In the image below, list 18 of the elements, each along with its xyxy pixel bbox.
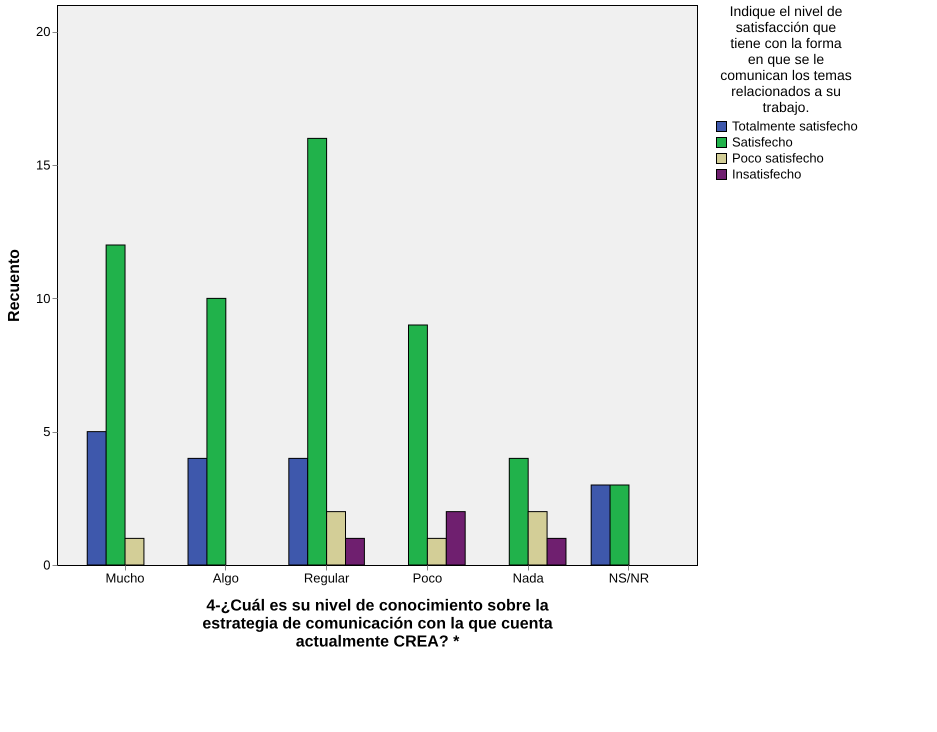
x-tick-label: NS/NR: [608, 570, 650, 586]
y-axis-title: Recuento: [6, 248, 24, 322]
legend-label: Insatisfecho: [732, 166, 802, 182]
x-tick-label: Nada: [512, 570, 544, 586]
y-tick-label: 5: [43, 424, 50, 440]
legend-label: Satisfecho: [732, 134, 793, 150]
x-tick-label: Algo: [212, 570, 239, 586]
y-tick-label: 0: [43, 558, 50, 572]
x-axis-title: 4-¿Cuál es su nivel de conocimiento sobre la estrategia de comunicación con la que cuenta actualmente CREA? *: [202, 598, 553, 650]
legend-title: Indique el nivel de satisfacción que tiene con la forma en que se le comunican los temas relacionados a su trabajo.: [720, 3, 852, 115]
y-tick-label: 10: [36, 290, 50, 306]
legend-label: Totalmente satisfecho: [732, 118, 858, 134]
x-tick-label: Poco: [412, 570, 442, 586]
x-tick-label: Regular: [304, 570, 350, 586]
legend-label: Poco satisfecho: [732, 150, 824, 166]
y-tick-label: 20: [36, 24, 50, 40]
x-tick-label: Mucho: [106, 570, 145, 586]
y-tick-label: 15: [36, 158, 50, 172]
